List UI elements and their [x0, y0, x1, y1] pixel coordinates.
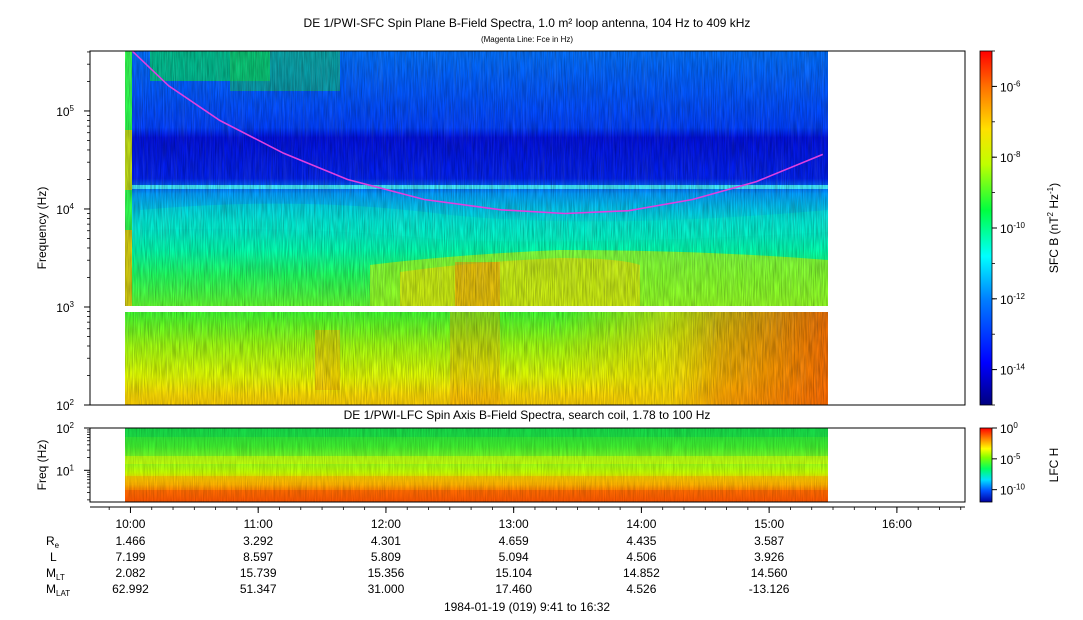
- ephemeris-value: 2.082: [115, 566, 145, 580]
- sfc-colorbar-tick-label: 10-6: [1000, 79, 1021, 94]
- sfc-colorbar-tick-label: 10-12: [1000, 292, 1025, 307]
- sfc-title: DE 1/PWI-SFC Spin Plane B-Field Spectra,…: [304, 16, 751, 30]
- ephemeris-value: 17.460: [495, 582, 532, 596]
- lfc-y-tick-label: 101: [56, 463, 74, 478]
- lfc-colorbar-tick-label: 100: [1000, 421, 1018, 436]
- time-axis-ticks: 10:00 11:00 12:00 13:00 14:00 15:00 16:00: [108, 507, 962, 531]
- sfc-y-tick-label: 105: [56, 104, 74, 119]
- lfc-colorbar-tick-label: 10-5: [1000, 452, 1021, 467]
- sfc-y-label: Frequency (Hz): [35, 187, 49, 270]
- sfc-y-tick-label: 102: [56, 398, 74, 413]
- ephemeris-table: Re 1.466 3.292 4.301 4.659 4.435 3.587 L 7.199 8.…: [46, 534, 790, 598]
- lfc-frame: [89, 427, 966, 503]
- sfc-colorbar-ticks: 10-6 10-8 10-10 10-12 10-14: [992, 50, 1025, 406]
- ephemeris-row-label: Re: [46, 534, 60, 550]
- time-tick-label: 11:00: [244, 517, 273, 531]
- ephemeris-value: 3.292: [243, 534, 273, 548]
- ephemeris-row-label: MLT: [46, 566, 65, 582]
- ephemeris-value: 5.809: [371, 550, 401, 564]
- ephemeris-value: 14.852: [623, 566, 660, 580]
- sfc-frame: [89, 50, 966, 406]
- time-tick-label: 16:00: [882, 517, 912, 531]
- ephemeris-value: 1.466: [115, 534, 145, 548]
- lfc-y-label: Freq (Hz): [35, 440, 49, 491]
- ephemeris-value: 7.199: [115, 550, 145, 564]
- ephemeris-value: 4.659: [499, 534, 529, 548]
- time-tick-label: 15:00: [754, 517, 784, 531]
- time-tick-label: 14:00: [626, 517, 656, 531]
- lfc-spectrogram: [90, 428, 965, 502]
- ephemeris-value: 15.739: [240, 566, 277, 580]
- ephemeris-value: 62.992: [112, 582, 149, 596]
- ephemeris-value: 4.506: [626, 550, 656, 564]
- ephemeris-value: 14.560: [751, 566, 788, 580]
- sfc-colorbar: [979, 50, 993, 406]
- ephemeris-value: 4.435: [626, 534, 656, 548]
- sfc-y-axis: 102 103 104 105: [56, 51, 90, 413]
- ephemeris-value: 4.526: [626, 582, 656, 596]
- sfc-colorbar-label: SFC B (nT2 Hz-1): [1046, 183, 1061, 273]
- sfc-colorbar-tick-label: 10-8: [1000, 150, 1021, 165]
- time-tick-label: 12:00: [371, 517, 401, 531]
- fce-line: [131, 51, 824, 215]
- ephemeris-row-label: MLAT: [46, 582, 70, 598]
- time-tick-label: 13:00: [499, 517, 529, 531]
- ephemeris-row-label: L: [50, 550, 57, 564]
- sfc-colorbar-tick-label: 10-10: [1000, 221, 1025, 236]
- ephemeris-value: 3.587: [754, 534, 784, 548]
- ephemeris-value: 31.000: [368, 582, 405, 596]
- ephemeris-value: 15.104: [495, 566, 532, 580]
- lfc-colorbar-label: LFC H: [1047, 448, 1061, 483]
- ephemeris-value: 8.597: [243, 550, 273, 564]
- lfc-colorbar: [979, 427, 993, 503]
- ephemeris-value: 5.094: [499, 550, 529, 564]
- time-range-footer: 1984-01-19 (019) 9:41 to 16:32: [444, 600, 610, 614]
- ephemeris-value: 4.301: [371, 534, 401, 548]
- lfc-colorbar-tick-label: 10-10: [1000, 483, 1025, 498]
- lfc-title: DE 1/PWI-LFC Spin Axis B-Field Spectra, …: [344, 408, 711, 422]
- lfc-colorbar-ticks: 100 10-5 10-10: [992, 421, 1025, 498]
- ephemeris-value: 15.356: [368, 566, 405, 580]
- sfc-spectrogram: [90, 51, 965, 405]
- lfc-y-axis: 101 102: [56, 421, 90, 501]
- lfc-y-tick-label: 102: [56, 421, 74, 436]
- sfc-y-tick-label: 104: [56, 202, 74, 217]
- ephemeris-value: 3.926: [754, 550, 784, 564]
- sfc-subtitle: (Magenta Line: Fce in Hz): [481, 35, 573, 44]
- ephemeris-value: -13.126: [749, 582, 790, 596]
- ephemeris-value: 51.347: [240, 582, 277, 596]
- time-tick-label: 10:00: [115, 517, 145, 531]
- sfc-y-tick-label: 103: [56, 300, 74, 315]
- sfc-colorbar-tick-label: 10-14: [1000, 363, 1025, 378]
